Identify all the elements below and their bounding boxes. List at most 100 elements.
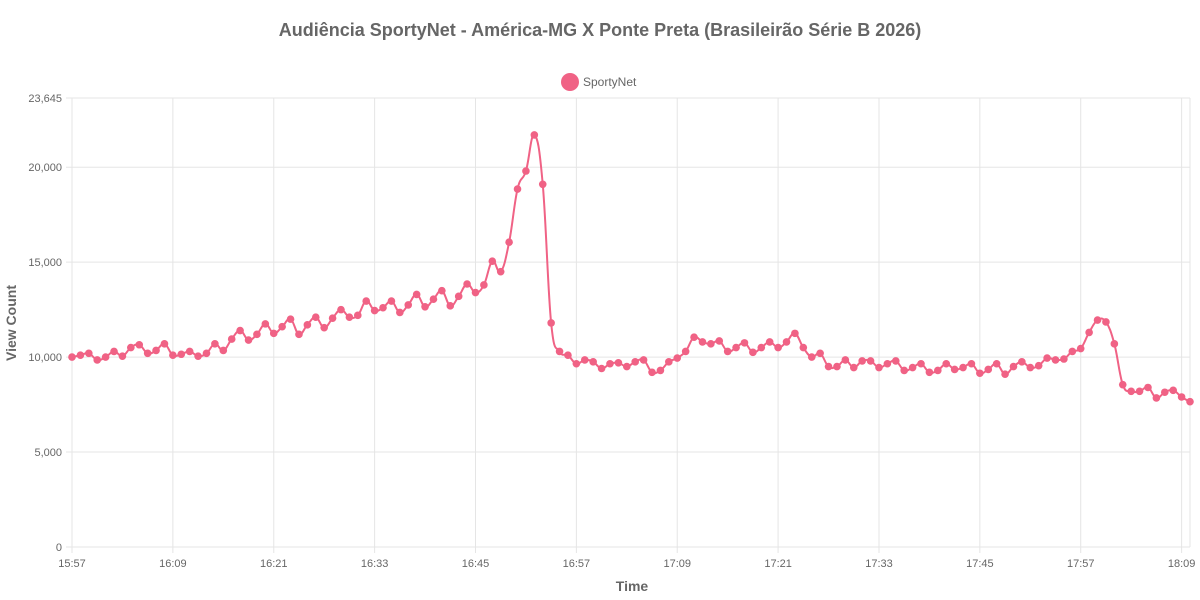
data-point[interactable]: [656, 366, 665, 375]
data-point[interactable]: [908, 363, 917, 372]
data-point[interactable]: [379, 303, 387, 312]
data-point[interactable]: [799, 343, 808, 352]
data-point[interactable]: [1060, 355, 1068, 363]
data-point[interactable]: [143, 349, 152, 358]
data-point[interactable]: [194, 352, 202, 360]
data-point[interactable]: [900, 366, 908, 375]
data-point[interactable]: [967, 359, 976, 368]
data-point[interactable]: [1169, 386, 1177, 395]
data-point[interactable]: [118, 352, 127, 360]
data-point[interactable]: [1093, 316, 1102, 324]
data-point[interactable]: [824, 362, 833, 371]
data-point[interactable]: [202, 349, 211, 358]
data-point[interactable]: [261, 320, 270, 328]
data-point[interactable]: [1085, 328, 1093, 337]
data-point[interactable]: [370, 306, 379, 315]
data-point[interactable]: [707, 340, 715, 348]
data-point[interactable]: [169, 351, 177, 360]
data-point[interactable]: [177, 350, 186, 359]
data-point[interactable]: [606, 359, 614, 368]
data-point[interactable]: [1160, 388, 1169, 397]
data-point[interactable]: [976, 369, 984, 378]
data-point[interactable]: [160, 340, 169, 348]
data-point[interactable]: [648, 368, 656, 377]
legend-label[interactable]: SportyNet: [583, 75, 637, 89]
data-point[interactable]: [984, 365, 993, 374]
data-point[interactable]: [269, 329, 278, 338]
data-point[interactable]: [765, 338, 774, 346]
data-point[interactable]: [1102, 318, 1110, 326]
data-point[interactable]: [127, 343, 135, 352]
data-point[interactable]: [749, 348, 757, 357]
data-point[interactable]: [1068, 347, 1077, 356]
data-point[interactable]: [1018, 358, 1026, 366]
data-point[interactable]: [597, 364, 606, 373]
data-point[interactable]: [244, 336, 253, 344]
data-point[interactable]: [76, 351, 85, 360]
data-point[interactable]: [1186, 397, 1194, 406]
data-point[interactable]: [488, 257, 497, 266]
data-point[interactable]: [68, 353, 76, 361]
legend[interactable]: SportyNet: [561, 73, 637, 91]
data-point[interactable]: [404, 301, 413, 309]
data-point[interactable]: [1051, 356, 1060, 364]
data-point[interactable]: [463, 280, 471, 288]
data-point[interactable]: [639, 356, 648, 364]
data-point[interactable]: [219, 346, 228, 355]
data-point[interactable]: [791, 329, 799, 338]
data-point[interactable]: [841, 356, 850, 364]
data-point[interactable]: [1076, 344, 1085, 353]
data-point[interactable]: [496, 267, 505, 276]
data-point[interactable]: [555, 347, 564, 356]
data-point[interactable]: [1110, 340, 1119, 348]
data-point[interactable]: [480, 281, 488, 289]
data-point[interactable]: [538, 180, 547, 189]
data-point[interactable]: [580, 356, 589, 364]
data-point[interactable]: [421, 302, 429, 311]
data-point[interactable]: [690, 333, 698, 341]
data-point[interactable]: [1001, 370, 1009, 379]
data-point[interactable]: [135, 340, 144, 349]
data-point[interactable]: [1127, 387, 1135, 396]
data-point[interactable]: [311, 313, 320, 322]
data-point[interactable]: [1118, 380, 1127, 389]
data-point[interactable]: [278, 322, 286, 331]
data-point[interactable]: [942, 359, 951, 368]
data-point[interactable]: [849, 363, 858, 372]
data-point[interactable]: [757, 343, 766, 352]
data-point[interactable]: [286, 315, 295, 323]
data-point[interactable]: [866, 357, 875, 365]
data-point[interactable]: [614, 359, 623, 367]
data-point[interactable]: [572, 359, 581, 368]
data-point[interactable]: [438, 286, 446, 295]
data-point[interactable]: [959, 363, 967, 372]
data-point[interactable]: [740, 339, 749, 347]
data-point[interactable]: [253, 330, 261, 339]
data-point[interactable]: [1043, 354, 1051, 362]
data-point[interactable]: [295, 330, 303, 339]
data-point[interactable]: [1177, 393, 1186, 401]
data-point[interactable]: [471, 288, 480, 297]
data-point[interactable]: [547, 319, 555, 327]
data-point[interactable]: [917, 359, 925, 368]
data-point[interactable]: [673, 354, 682, 362]
data-point[interactable]: [782, 338, 791, 346]
data-point[interactable]: [1034, 361, 1043, 370]
data-point[interactable]: [992, 359, 1001, 368]
data-point[interactable]: [891, 357, 900, 365]
data-point[interactable]: [1026, 363, 1035, 372]
data-point[interactable]: [101, 353, 110, 361]
data-point[interactable]: [93, 356, 102, 364]
data-point[interactable]: [505, 238, 513, 247]
data-point[interactable]: [412, 290, 421, 299]
data-point[interactable]: [211, 340, 219, 348]
data-point[interactable]: [934, 366, 942, 375]
data-point[interactable]: [446, 302, 455, 310]
data-point[interactable]: [236, 326, 244, 335]
data-point[interactable]: [454, 292, 463, 301]
data-point[interactable]: [698, 338, 707, 346]
data-point[interactable]: [227, 335, 236, 343]
data-point[interactable]: [303, 321, 312, 329]
data-point[interactable]: [883, 359, 892, 368]
data-point[interactable]: [185, 347, 194, 356]
